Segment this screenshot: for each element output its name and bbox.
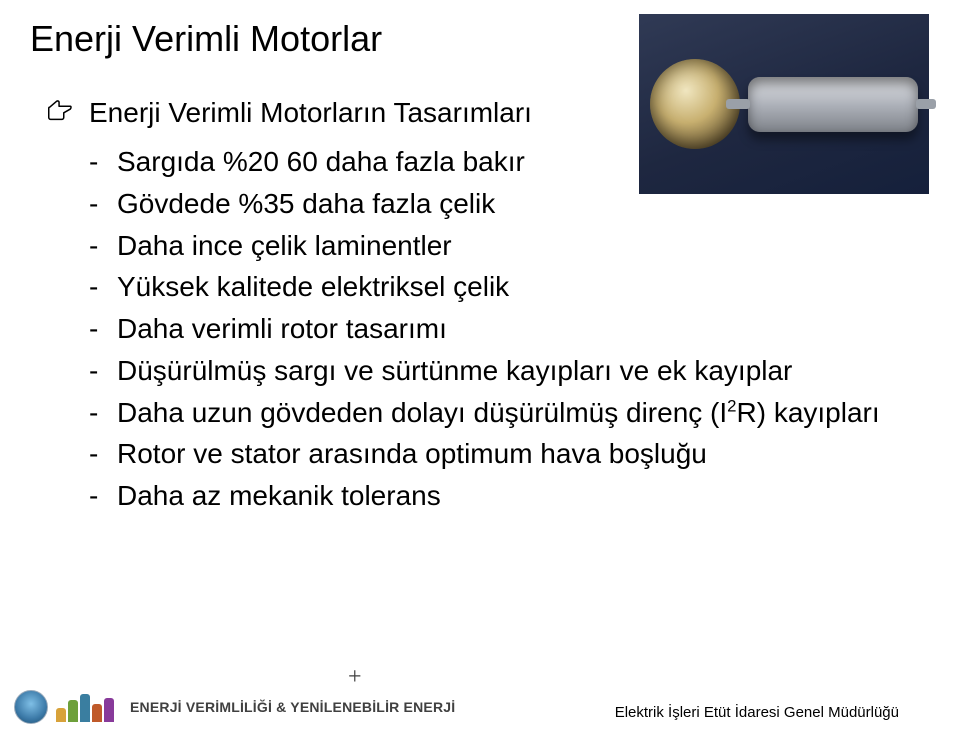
footer-logos: ENERJİ VERİMLİLİĞİ & YENİLENEBİLİR ENERJ… bbox=[14, 690, 455, 724]
plus-icon: + bbox=[348, 664, 362, 691]
bullet-item: Gövdede %35 daha fazla çelik bbox=[89, 184, 915, 224]
bullet-item: Yüksek kalitede elektriksel çelik bbox=[89, 267, 915, 307]
bullet-item: Düşürülmüş sargı ve sürtünme kayıpları v… bbox=[89, 351, 915, 391]
footer-left-text: ENERJİ VERİMLİLİĞİ & YENİLENEBİLİR ENERJ… bbox=[130, 699, 455, 715]
bullet-item: Daha verimli rotor tasarımı bbox=[89, 309, 915, 349]
globe-logo-icon bbox=[14, 690, 48, 724]
bullet-item: Rotor ve stator arasında optimum hava bo… bbox=[89, 434, 915, 474]
bullet-item: Daha ince çelik laminentler bbox=[89, 226, 915, 266]
pointing-hand-icon bbox=[45, 95, 75, 130]
footer-right-text: Elektrik İşleri Etüt İdaresi Genel Müdür… bbox=[615, 704, 899, 721]
subtitle-text: Enerji Verimli Motorların Tasarımları bbox=[89, 95, 532, 130]
content-block: Enerji Verimli Motorların Tasarımları Sa… bbox=[45, 95, 915, 518]
bullet-item: Daha az mekanik tolerans bbox=[89, 476, 915, 516]
footer: ENERJİ VERİMLİLİĞİ & YENİLENEBİLİR ENERJ… bbox=[0, 679, 959, 735]
subtitle-row: Enerji Verimli Motorların Tasarımları bbox=[45, 95, 915, 130]
bullet-item: Daha uzun gövdeden dolayı düşürülmüş dir… bbox=[89, 393, 915, 433]
slide-title: Enerji Verimli Motorlar bbox=[30, 18, 382, 60]
bars-logo-icon bbox=[56, 692, 116, 722]
bullet-item: Sargıda %20 60 daha fazla bakır bbox=[89, 142, 915, 182]
bullet-list: Sargıda %20 60 daha fazla bakır Gövdede … bbox=[89, 142, 915, 516]
